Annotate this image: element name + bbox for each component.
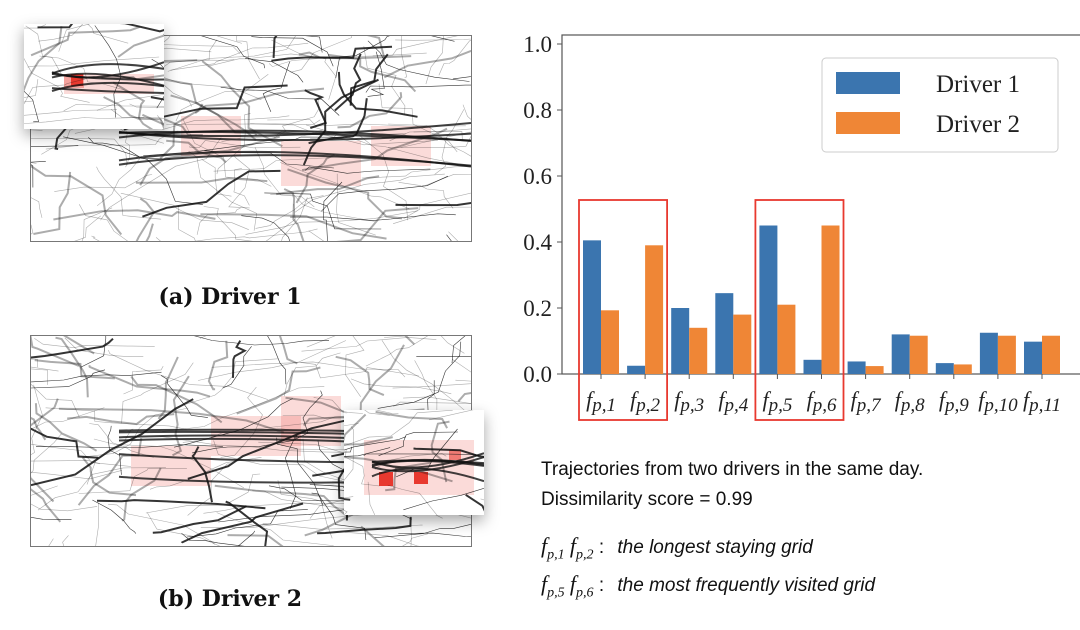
x-tick-label: fp,6	[807, 387, 837, 416]
symbol-fp2: fp,2	[569, 533, 594, 563]
bar-1-4	[715, 293, 734, 374]
note-trajectories: Trajectories from two drivers in the sam…	[541, 459, 924, 480]
legend-swatch-2	[836, 112, 900, 134]
y-tick-label: 0.0	[523, 362, 552, 387]
y-tick-label: 0.4	[523, 230, 552, 255]
y-tick-label: 0.2	[523, 296, 552, 321]
bar-1-3	[671, 308, 690, 374]
bar-2-5	[777, 304, 796, 374]
x-tick-label: fp,11	[1023, 387, 1061, 416]
y-tick-label: 0.8	[523, 98, 552, 123]
bar-1-10	[979, 332, 998, 374]
bar-2-11	[1042, 335, 1060, 374]
definition-text: the longest staying grid	[617, 537, 813, 558]
symbol-fp1: fp,1	[541, 533, 565, 563]
bar-1-11	[1024, 341, 1042, 374]
x-tick-label: fp,8	[895, 387, 925, 416]
bar-1-9	[935, 363, 954, 374]
x-tick-label: fp,1	[586, 387, 616, 416]
x-tick-label: fp,5	[762, 387, 792, 416]
bar-2-3	[689, 327, 708, 374]
bar-2-9	[953, 364, 972, 374]
bar-1-7	[847, 361, 866, 374]
bar-1-5	[759, 225, 778, 374]
note-dissimilarity: Dissimilarity score = 0.99	[541, 489, 753, 510]
separator: :	[598, 575, 605, 596]
symbol-fp6: fp,6	[569, 571, 594, 601]
bar-2-8	[909, 335, 928, 374]
bar-2-4	[733, 314, 752, 374]
bar-chart: 0.0 0.2 0.4 0.6 0.8 1.0 fp,1 fp,2 fp,3 fp,4 fp,5 fp…	[523, 32, 1080, 421]
bar-1-6	[803, 359, 822, 374]
x-tick-label: fp,3	[674, 387, 704, 416]
symbol-fp5: fp,5	[541, 571, 565, 601]
legend-label-1: Driver 1	[936, 71, 1020, 98]
caption-driver-2: (b) Driver 2	[157, 586, 303, 612]
map-driver-2	[30, 335, 472, 547]
map-driver-1	[30, 35, 472, 242]
y-tick-label: 0.6	[523, 164, 552, 189]
x-tick-label: fp,2	[630, 387, 660, 416]
x-tick-label: fp,10	[978, 387, 1018, 416]
bar-2-7	[865, 366, 884, 374]
bar-1-1	[583, 240, 601, 374]
x-tick-label: fp,4	[718, 387, 748, 416]
caption-driver-1: (a) Driver 1	[158, 284, 302, 310]
bar-1-2	[627, 365, 646, 374]
highlight-box-1	[578, 199, 668, 421]
bar-2-2	[645, 245, 664, 374]
bar-2-10	[997, 335, 1016, 374]
legend-swatch-1	[836, 72, 900, 94]
highlight-box-2	[754, 199, 845, 421]
bar-1-8	[891, 334, 910, 374]
definition-most-visited: fp,5 fp,6 : the most frequently visited …	[541, 571, 875, 601]
definition-longest-staying: fp,1 fp,2 : the longest staying grid	[541, 533, 813, 563]
bar-2-6	[821, 225, 840, 374]
separator: :	[598, 537, 605, 558]
definition-text: the most frequently visited grid	[617, 575, 876, 596]
legend-label-2: Driver 2	[936, 111, 1020, 138]
y-tick-label: 1.0	[523, 32, 552, 57]
bar-2-1	[601, 310, 619, 374]
x-tick-label: fp,9	[939, 387, 969, 416]
x-tick-label: fp,7	[851, 387, 882, 416]
